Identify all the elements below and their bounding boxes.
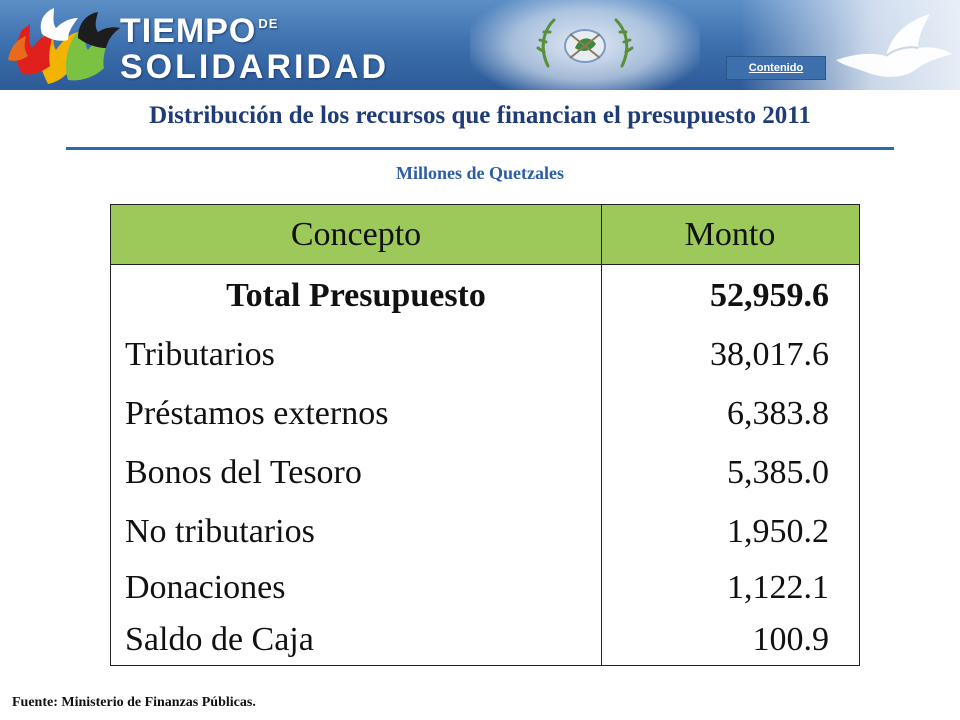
cell-monto: 100.9 [752,621,830,658]
table-row: No tributarios 1,950.2 [111,503,859,561]
table-row: Saldo de Caja 100.9 [111,611,859,669]
cell-monto: 1,950.2 [727,513,829,550]
dove-icon [836,14,952,77]
cell-concepto: Total Presupuesto [226,277,486,314]
source-footnote: Fuente: Ministerio de Finanzas Públicas. [12,695,256,710]
cell-concepto: No tributarios [125,513,315,550]
cell-monto: 38,017.6 [710,336,829,373]
cell-monto: 1,122.1 [727,569,829,606]
cell-monto: 52,959.6 [710,277,829,314]
column-header-monto: Monto [684,215,776,253]
table-row-total: Total Presupuesto 52,959.6 [111,267,859,325]
table-row: Tributarios 38,017.6 [111,326,859,384]
table-row: Préstamos externos 6,383.8 [111,385,859,443]
cell-concepto: Tributarios [125,336,275,373]
contenido-link[interactable]: Contenido [726,56,826,80]
budget-table: Concepto Monto Total Presupuesto 52,959.… [110,204,860,666]
logo-line-1: TIEMPO DE [120,12,279,50]
cell-concepto: Saldo de Caja [125,621,314,658]
cell-monto: 6,383.8 [727,395,829,432]
hands-icon [8,8,120,84]
column-divider [601,205,602,665]
column-header-concepto: Concepto [290,215,422,253]
logo-text: TIEMPO DE SOLIDARIDAD [120,14,389,84]
page-subtitle: Millones de Quetzales [396,163,564,183]
cell-concepto: Bonos del Tesoro [125,454,362,491]
logo-line-2: SOLIDARIDAD [120,48,390,86]
cell-concepto: Donaciones [125,569,286,606]
emblem-icon [536,18,634,68]
cell-concepto: Préstamos externos [125,395,389,432]
cell-monto: 5,385.0 [727,454,829,491]
header-banner: TIEMPO DE SOLIDARIDAD Contenido [0,0,960,90]
logo-line-1-small: DE [258,16,279,31]
page-title: Distribución de los recursos que financi… [149,102,811,129]
table-row: Bonos del Tesoro 5,385.0 [111,444,859,502]
table-header: Concepto Monto [111,205,859,265]
table-row: Donaciones 1,122.1 [111,559,859,617]
title-divider [66,147,894,150]
